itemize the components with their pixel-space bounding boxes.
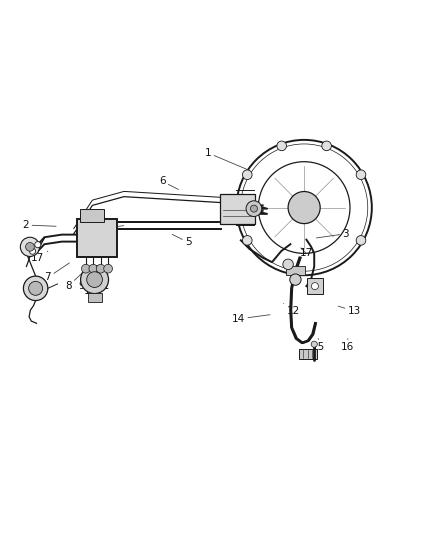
Text: 14: 14: [232, 314, 270, 324]
Text: 4: 4: [109, 222, 124, 232]
Circle shape: [25, 243, 34, 251]
Circle shape: [277, 141, 286, 151]
Text: 16: 16: [341, 338, 354, 352]
Circle shape: [104, 264, 113, 273]
Text: 7: 7: [45, 263, 69, 282]
Circle shape: [356, 170, 366, 180]
Circle shape: [322, 141, 332, 151]
Text: 15: 15: [312, 338, 325, 352]
Circle shape: [290, 274, 301, 285]
Circle shape: [23, 276, 48, 301]
Text: 17: 17: [31, 251, 48, 263]
FancyBboxPatch shape: [80, 209, 103, 222]
Circle shape: [251, 205, 258, 212]
Circle shape: [246, 201, 262, 216]
FancyBboxPatch shape: [299, 350, 317, 359]
Text: 8: 8: [65, 269, 86, 291]
Circle shape: [89, 264, 98, 273]
Text: 2: 2: [23, 220, 56, 230]
Circle shape: [311, 341, 317, 348]
Text: 3: 3: [316, 229, 349, 239]
FancyBboxPatch shape: [77, 220, 117, 257]
Text: 11: 11: [97, 270, 110, 291]
Circle shape: [288, 191, 320, 224]
Circle shape: [283, 259, 293, 270]
Circle shape: [356, 236, 366, 245]
Text: 17: 17: [300, 248, 313, 259]
Text: 9: 9: [78, 269, 93, 291]
FancyBboxPatch shape: [286, 265, 305, 275]
Text: 12: 12: [284, 304, 300, 316]
Text: 1: 1: [205, 148, 248, 170]
Text: 13: 13: [338, 306, 361, 316]
Circle shape: [35, 241, 41, 248]
Circle shape: [311, 282, 318, 289]
Text: 6: 6: [159, 176, 178, 189]
Circle shape: [243, 236, 252, 245]
Circle shape: [20, 237, 39, 256]
FancyBboxPatch shape: [88, 293, 102, 302]
Text: 10: 10: [84, 272, 99, 295]
Circle shape: [96, 264, 105, 273]
Circle shape: [28, 281, 42, 295]
FancyBboxPatch shape: [307, 278, 323, 294]
Circle shape: [81, 265, 109, 294]
Circle shape: [87, 272, 102, 287]
FancyBboxPatch shape: [220, 193, 255, 224]
Circle shape: [243, 170, 252, 180]
Text: 5: 5: [172, 235, 192, 247]
Circle shape: [81, 264, 90, 273]
Circle shape: [29, 248, 35, 254]
